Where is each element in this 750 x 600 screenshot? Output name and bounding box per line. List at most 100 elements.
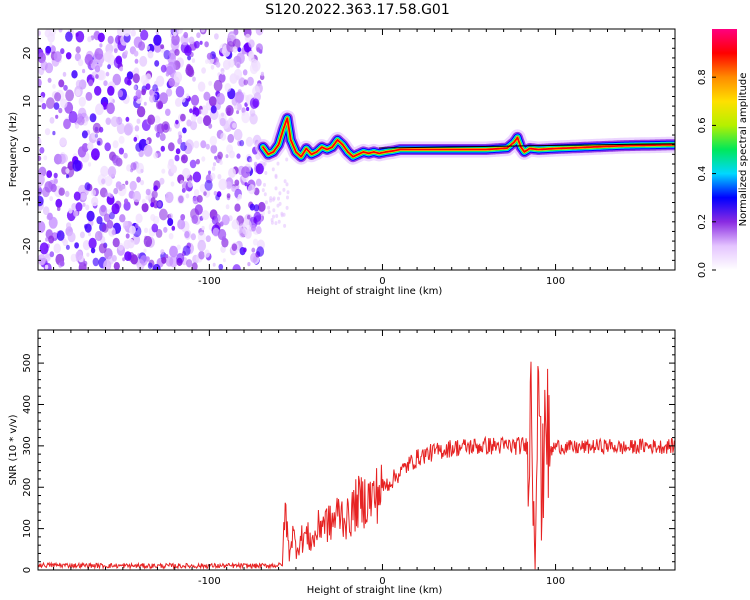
noise-speckle	[249, 203, 255, 211]
noise-speckle	[180, 179, 184, 185]
noise-speckle	[176, 244, 181, 250]
noise-spill	[277, 196, 280, 201]
noise-speckle	[55, 114, 59, 119]
noise-speckle	[246, 106, 250, 112]
noise-speckle	[88, 79, 94, 87]
noise-speckle	[185, 193, 190, 199]
noise-speckle	[143, 144, 153, 157]
noise-speckle	[138, 150, 144, 158]
noise-speckle	[122, 257, 126, 262]
noise-speckle	[66, 174, 69, 179]
noise-speckle	[152, 263, 161, 270]
noise-speckle	[177, 218, 186, 230]
noise-spill	[276, 161, 280, 166]
noise-speckle	[256, 246, 265, 257]
noise-speckle	[77, 59, 84, 67]
noise-speckle	[47, 77, 52, 83]
noise-speckle	[225, 204, 230, 210]
noise-speckle	[197, 231, 206, 243]
noise-speckle	[160, 64, 167, 73]
noise-speckle	[112, 155, 121, 166]
y-tick-label: 300	[22, 436, 33, 455]
ridge-band-6	[262, 117, 675, 158]
noise-speckle	[253, 161, 258, 167]
noise-speckle	[242, 219, 252, 232]
noise-speckle	[73, 210, 79, 217]
noise-speckle	[136, 176, 141, 183]
noise-speckle	[59, 260, 65, 267]
noise-speckle	[239, 139, 245, 147]
noise-speckle	[116, 122, 126, 135]
noise-speckle	[44, 128, 51, 136]
noise-speckle	[236, 110, 240, 115]
noise-speckle	[248, 39, 255, 48]
y-tick-label: 10	[22, 95, 33, 108]
noise-speckle	[205, 59, 209, 64]
x-axis-label: Height of straight line (km)	[307, 286, 443, 297]
noise-speckle	[67, 231, 76, 243]
noise-spill	[277, 219, 281, 224]
snr-frame	[37, 329, 676, 571]
noise-speckle	[139, 255, 148, 266]
noise-speckle	[110, 116, 119, 128]
noise-speckle	[203, 115, 212, 127]
noise-speckle	[135, 142, 143, 152]
noise-speckle	[236, 52, 245, 64]
noise-speckle	[65, 244, 70, 250]
noise-speckle	[151, 190, 158, 199]
noise-speckle	[112, 140, 119, 149]
noise-speckle	[106, 219, 114, 229]
y-tick-label: 400	[22, 395, 33, 414]
noise-speckle	[157, 152, 162, 157]
x-axis-label: Height of straight line (km)	[307, 585, 443, 596]
noise-speckle	[129, 225, 136, 235]
noise-speckle	[60, 98, 68, 109]
noise-speckle	[176, 252, 185, 264]
noise-speckle	[190, 94, 200, 106]
noise-speckle	[92, 257, 100, 267]
noise-speckle	[186, 119, 192, 127]
noise-speckle	[74, 53, 81, 62]
noise-speckle	[138, 92, 141, 96]
noise-speckle	[193, 140, 200, 149]
noise-speckle	[200, 140, 207, 149]
noise-speckle	[168, 78, 175, 87]
noise-speckle	[53, 178, 58, 184]
noise-speckle	[134, 125, 140, 132]
noise-speckle	[137, 253, 141, 258]
noise-speckle	[236, 102, 242, 111]
noise-speckle	[217, 229, 227, 241]
noise-speckle	[105, 192, 109, 197]
noise-speckle	[52, 130, 56, 136]
noise-speckle	[165, 72, 170, 77]
noise-speckle	[45, 48, 51, 56]
noise-speckle	[97, 140, 101, 146]
noise-speckle	[215, 61, 221, 68]
noise-speckle	[113, 262, 120, 270]
noise-speckle	[53, 172, 58, 179]
noise-speckle	[53, 51, 62, 63]
noise-speckle	[206, 52, 213, 60]
noise-speckle	[52, 84, 56, 89]
noise-speckle	[58, 107, 63, 114]
noise-speckle	[117, 184, 127, 197]
noise-speckle	[241, 111, 250, 124]
noise-speckle	[44, 181, 53, 193]
noise-speckle	[46, 170, 53, 179]
noise-speckle	[190, 233, 196, 241]
noise-speckle	[163, 226, 168, 233]
noise-speckle	[58, 79, 65, 88]
noise-speckle	[48, 29, 56, 37]
noise-speckle	[66, 222, 72, 230]
noise-speckle	[39, 242, 49, 255]
noise-speckle	[88, 162, 92, 167]
noise-speckle	[145, 195, 149, 200]
noise-speckle	[107, 64, 111, 70]
noise-speckle	[150, 197, 156, 204]
noise-speckle	[215, 194, 220, 201]
noise-speckle	[150, 202, 155, 208]
noise-speckle	[253, 204, 260, 212]
noise-speckle	[161, 121, 170, 133]
noise-speckle	[208, 123, 213, 129]
noise-speckle	[218, 73, 226, 83]
